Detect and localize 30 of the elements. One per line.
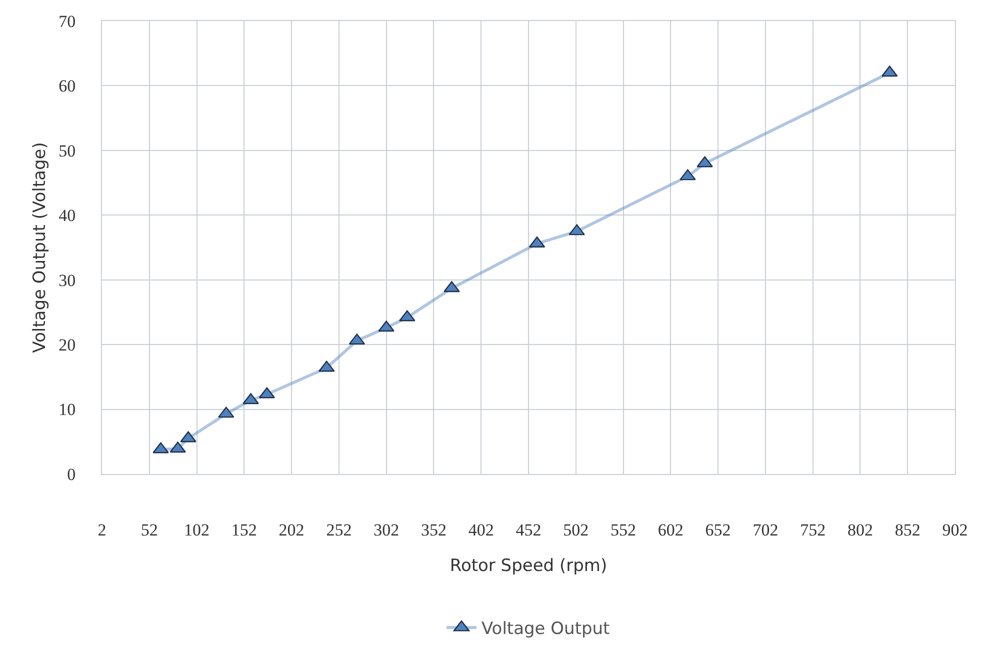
- y-tick-label: 30: [58, 270, 76, 290]
- x-tick-label: 102: [184, 520, 210, 540]
- x-tick-label: 602: [658, 520, 684, 540]
- x-tick-label: 852: [894, 520, 920, 540]
- x-tick-label: 352: [420, 520, 446, 540]
- x-tick-label: 2: [98, 520, 106, 540]
- legend-label: Voltage Output: [482, 619, 610, 640]
- y-axis-title: Voltage Output (Voltage): [30, 142, 50, 353]
- x-tick-label: 902: [942, 520, 968, 540]
- x-tick-label: 452: [516, 520, 542, 540]
- y-tick-label: 60: [58, 76, 76, 96]
- x-tick-label: 702: [752, 520, 778, 540]
- y-tick-label: 40: [58, 206, 76, 226]
- x-tick-label: 752: [800, 520, 826, 540]
- x-tick-label: 202: [278, 520, 304, 540]
- x-tick-label: 52: [140, 520, 158, 540]
- x-axis-title: Rotor Speed (rpm): [450, 556, 608, 576]
- x-tick-label: 502: [563, 520, 589, 540]
- x-tick-label: 402: [468, 520, 494, 540]
- y-tick-label: 20: [58, 336, 76, 355]
- x-tick-label: 302: [374, 520, 400, 540]
- y-tick-label: 50: [58, 141, 76, 160]
- y-tick-label: 10: [58, 400, 76, 420]
- y-tick-label: 0: [67, 464, 76, 484]
- x-tick-label: 652: [705, 520, 731, 540]
- x-tick-label: 802: [847, 520, 873, 540]
- x-tick-label: 152: [231, 520, 257, 540]
- x-tick-label: 252: [326, 520, 352, 540]
- x-tick-label: 552: [610, 520, 636, 540]
- y-tick-label: 70: [58, 12, 76, 31]
